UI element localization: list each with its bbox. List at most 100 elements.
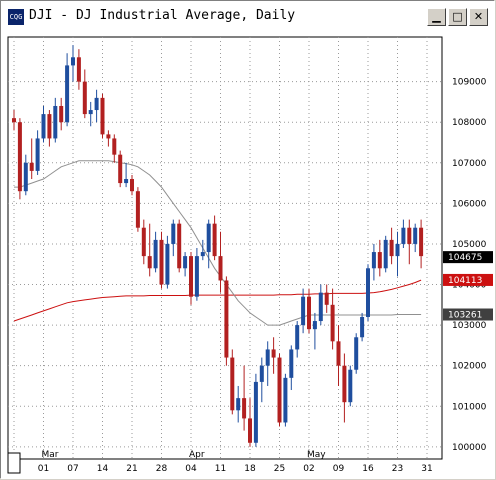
candle bbox=[277, 353, 282, 427]
y-tick-label: 100000 bbox=[452, 443, 487, 453]
y-tick-label: 101000 bbox=[452, 402, 487, 412]
maximize-button[interactable]: □ bbox=[448, 8, 467, 26]
candle bbox=[147, 223, 152, 277]
candle bbox=[171, 219, 176, 257]
candle-body bbox=[230, 357, 235, 411]
candle bbox=[301, 288, 306, 334]
candle-body bbox=[100, 97, 105, 135]
candle bbox=[413, 223, 418, 253]
candle-body bbox=[159, 239, 164, 285]
candle-body bbox=[224, 280, 229, 358]
price-chart[interactable]: 1090001080001070001060001050001040001030… bbox=[1, 33, 495, 479]
candle bbox=[200, 239, 205, 261]
candle-body bbox=[283, 377, 288, 423]
candle-body bbox=[177, 223, 182, 269]
moving-averages bbox=[13, 160, 422, 326]
candle bbox=[124, 162, 129, 188]
candle-body bbox=[248, 418, 252, 443]
candle-body bbox=[200, 252, 205, 257]
candle bbox=[295, 321, 300, 358]
candle-body bbox=[165, 243, 170, 285]
candle-body bbox=[395, 243, 400, 257]
x-tick-label: 02 bbox=[303, 464, 314, 474]
candle-body bbox=[330, 304, 335, 342]
candle bbox=[71, 45, 75, 82]
candle bbox=[94, 89, 99, 123]
y-tick-label: 102000 bbox=[452, 362, 487, 372]
candle-body bbox=[277, 357, 282, 423]
candle-body bbox=[76, 57, 81, 82]
x-tick-label: 28 bbox=[156, 464, 168, 474]
y-tick-label: 108000 bbox=[452, 118, 487, 128]
candle-body bbox=[189, 256, 193, 297]
last-price-label-box bbox=[443, 251, 493, 264]
candle bbox=[130, 174, 134, 196]
candle-body bbox=[130, 179, 134, 192]
candle-body bbox=[312, 321, 317, 330]
candle bbox=[419, 219, 424, 269]
y-tick-label: 106000 bbox=[452, 199, 487, 209]
candle-body bbox=[354, 337, 359, 370]
candle bbox=[289, 345, 294, 391]
candle bbox=[159, 231, 164, 289]
candles bbox=[12, 45, 424, 447]
candle-body bbox=[366, 268, 370, 317]
candle bbox=[330, 288, 335, 350]
candle-body bbox=[135, 191, 140, 228]
chart-app-icon[interactable]: CQG bbox=[8, 9, 24, 25]
title-bar[interactable]: CQG DJI - DJ Industrial Average, Daily ▁… bbox=[1, 1, 495, 34]
candle-body bbox=[206, 223, 211, 253]
candle bbox=[118, 150, 123, 188]
plot-area bbox=[7, 36, 443, 460]
candle bbox=[23, 154, 28, 196]
minimize-icon: ▁ bbox=[432, 10, 441, 23]
candle-body bbox=[124, 179, 129, 184]
x-tick-label: 21 bbox=[126, 464, 137, 474]
x-tick-label: 01 bbox=[38, 464, 49, 474]
candle bbox=[165, 235, 170, 289]
candle bbox=[194, 248, 199, 301]
candle-body bbox=[35, 138, 40, 171]
candle bbox=[47, 110, 52, 147]
candle bbox=[236, 385, 241, 423]
ma-long-label: 104113 bbox=[448, 276, 482, 286]
candle-body bbox=[94, 97, 99, 111]
candle-body bbox=[17, 122, 22, 192]
candle-body bbox=[413, 227, 418, 244]
ma-short-label-box bbox=[443, 308, 493, 321]
y-tick-label: 107000 bbox=[452, 159, 487, 169]
scroll-handle[interactable] bbox=[7, 452, 21, 474]
y-tick-label: 103000 bbox=[452, 321, 487, 331]
candle bbox=[224, 276, 229, 366]
candle bbox=[383, 235, 388, 273]
candle-body bbox=[153, 239, 158, 269]
month-label: May bbox=[307, 450, 326, 460]
minimize-button[interactable]: ▁ bbox=[427, 8, 446, 26]
x-tick-label: 31 bbox=[421, 464, 432, 474]
ma-short-line bbox=[14, 160, 422, 326]
candle bbox=[88, 101, 93, 127]
candle-body bbox=[371, 252, 376, 269]
candle bbox=[112, 134, 117, 163]
candle bbox=[371, 243, 376, 281]
candle bbox=[389, 227, 394, 265]
x-tick-label: 11 bbox=[215, 464, 226, 474]
candle-body bbox=[342, 365, 347, 403]
candle-body bbox=[336, 341, 341, 366]
candle bbox=[218, 231, 223, 293]
candle bbox=[336, 325, 341, 386]
candle bbox=[35, 130, 40, 175]
candle-body bbox=[183, 256, 188, 269]
candle-body bbox=[41, 114, 46, 139]
candle bbox=[366, 264, 370, 322]
x-tick-label: 07 bbox=[67, 464, 78, 474]
candle bbox=[318, 284, 323, 326]
candle-body bbox=[147, 256, 152, 269]
candle-body bbox=[401, 227, 406, 244]
candle bbox=[41, 105, 46, 143]
candle bbox=[248, 398, 252, 447]
close-button[interactable]: ✕ bbox=[469, 8, 488, 26]
candle bbox=[395, 231, 400, 277]
candle bbox=[12, 110, 16, 131]
candle-body bbox=[236, 398, 241, 411]
